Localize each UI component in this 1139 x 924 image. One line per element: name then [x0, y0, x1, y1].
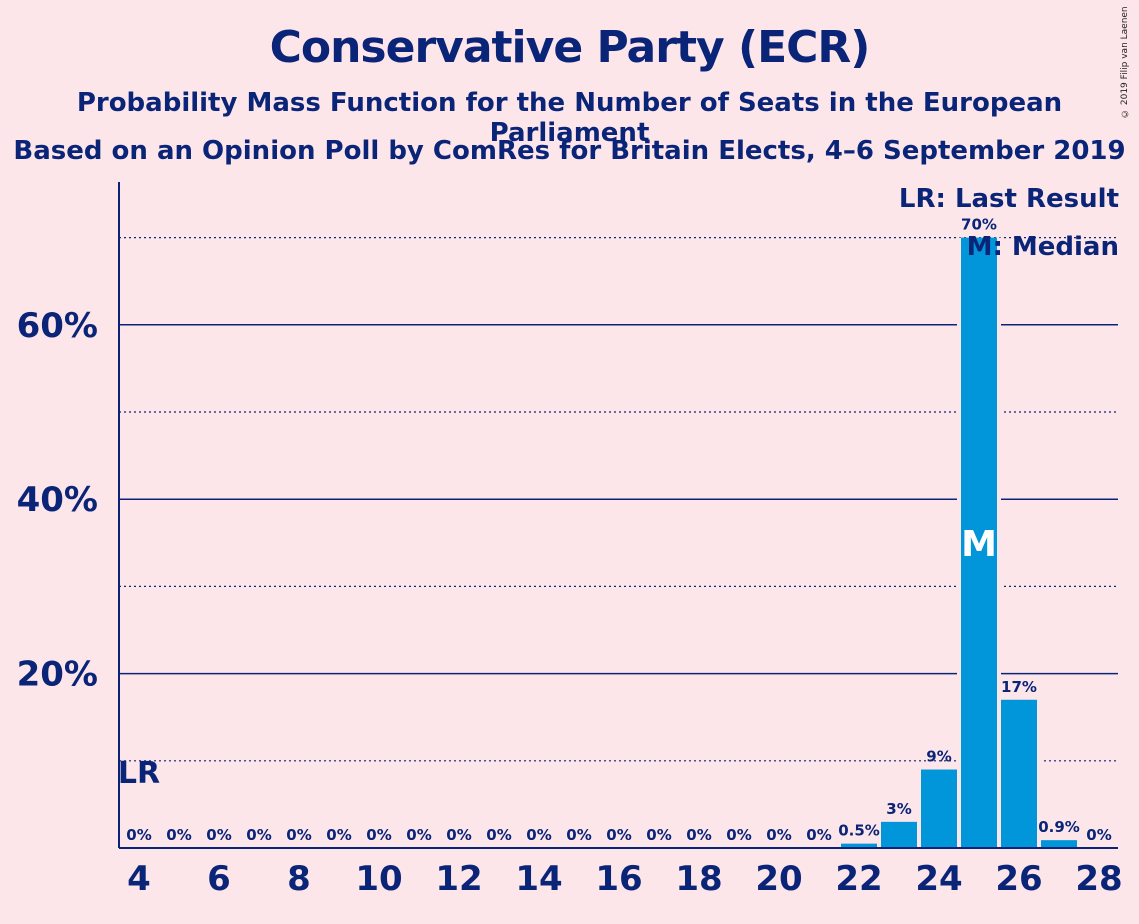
x-tick-label: 22 [835, 859, 882, 899]
x-tick-label: 26 [995, 859, 1042, 899]
bar [1001, 699, 1037, 848]
bar-value-label: 0.9% [1038, 818, 1080, 836]
bar-value-label: 0% [406, 826, 431, 844]
bar-value-label: 0% [646, 826, 671, 844]
bar-value-label: 0% [766, 826, 791, 844]
bar-value-label: 0% [486, 826, 511, 844]
bar-value-label: 0% [246, 826, 271, 844]
bar-value-label: 3% [886, 800, 911, 818]
bar-value-label: 0% [126, 826, 151, 844]
bar [841, 843, 877, 848]
x-tick-label: 20 [755, 859, 802, 899]
bar-value-label: 0% [806, 826, 831, 844]
bar-value-label: 17% [1001, 678, 1037, 696]
chart-subtitle: Probability Mass Function for the Number… [76, 88, 1063, 148]
legend-median: M: Median [966, 232, 1119, 262]
bar-value-label: 0% [206, 826, 231, 844]
median-marker: M [961, 524, 997, 565]
x-tick-label: 10 [355, 859, 402, 899]
legend-last-result: LR: Last Result [898, 184, 1119, 214]
x-tick-label: 6 [207, 859, 231, 899]
chart-title: Conservative Party (ECR) [269, 22, 871, 73]
x-tick-label: 12 [435, 859, 482, 899]
x-tick-label: 14 [515, 859, 562, 899]
bar [961, 237, 997, 849]
y-tick-label: 60% [17, 306, 98, 346]
bar-value-label: 0.5% [838, 822, 880, 840]
bar-value-label: 0% [686, 826, 711, 844]
bar [1041, 840, 1077, 848]
bar-value-label: 0% [326, 826, 351, 844]
chart-source: Based on an Opinion Poll by ComRes for B… [13, 136, 1126, 166]
x-tick-label: 16 [595, 859, 642, 899]
bar-value-label: 0% [366, 826, 391, 844]
bar-value-label: 70% [961, 216, 997, 234]
bar [881, 821, 917, 848]
x-tick-label: 24 [915, 859, 962, 899]
bar-value-label: 0% [606, 826, 631, 844]
y-tick-label: 40% [17, 480, 98, 520]
x-tick-label: 8 [287, 859, 311, 899]
bar-value-label: 0% [446, 826, 471, 844]
last-result-marker: LR [118, 756, 160, 791]
bar-value-label: 0% [526, 826, 551, 844]
bar-value-label: 0% [726, 826, 751, 844]
bar-value-label: 0% [1086, 826, 1111, 844]
x-tick-label: 4 [127, 859, 151, 899]
x-tick-label: 28 [1075, 859, 1122, 899]
bar-value-label: 0% [286, 826, 311, 844]
x-tick-label: 18 [675, 859, 722, 899]
bar [921, 769, 957, 848]
bar-value-label: 0% [566, 826, 591, 844]
y-tick-label: 20% [17, 655, 98, 695]
bar-value-label: 0% [166, 826, 191, 844]
bar-value-label: 9% [926, 748, 951, 766]
